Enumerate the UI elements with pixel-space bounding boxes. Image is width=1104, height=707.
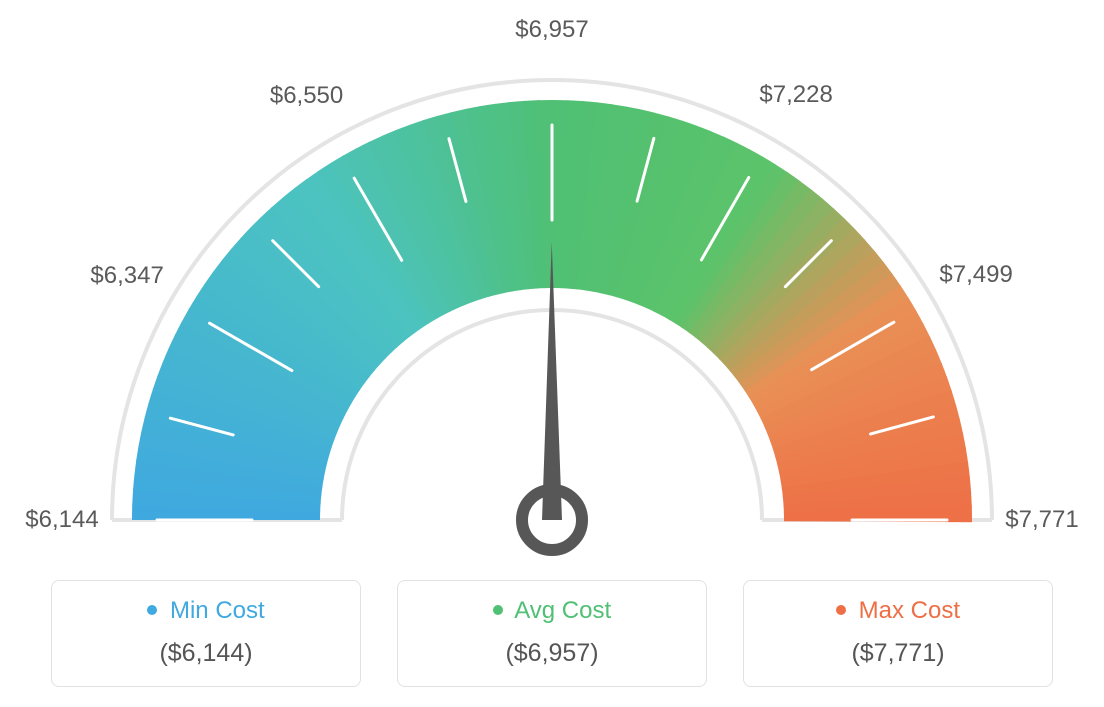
gauge-svg [20, 20, 1084, 570]
gauge-tick-label: $6,957 [515, 16, 588, 44]
legend-title-text-max: Max Cost [859, 597, 960, 624]
legend-row: Min Cost ($6,144) Avg Cost ($6,957) Max … [20, 580, 1084, 687]
legend-card-avg: Avg Cost ($6,957) [397, 580, 707, 687]
legend-value-max: ($7,771) [754, 639, 1042, 668]
legend-title-text-min: Min Cost [170, 597, 265, 624]
gauge-tick-label: $6,347 [90, 262, 163, 290]
legend-title-max: Max Cost [754, 597, 1042, 625]
gauge-tick-label: $7,771 [1005, 506, 1078, 534]
legend-dot-avg [493, 605, 503, 615]
gauge-tick-label: $6,144 [25, 506, 98, 534]
legend-dot-max [836, 605, 846, 615]
legend-dot-min [147, 605, 157, 615]
legend-card-max: Max Cost ($7,771) [743, 580, 1053, 687]
legend-title-min: Min Cost [62, 597, 350, 625]
legend-title-avg: Avg Cost [408, 597, 696, 625]
gauge-chart-container: $6,144$6,347$6,550$6,957$7,228$7,499$7,7… [20, 20, 1084, 570]
gauge-tick-label: $7,228 [759, 81, 832, 109]
legend-value-avg: ($6,957) [408, 639, 696, 668]
gauge-tick-label: $7,499 [939, 261, 1012, 289]
legend-value-min: ($6,144) [62, 639, 350, 668]
legend-card-min: Min Cost ($6,144) [51, 580, 361, 687]
legend-title-text-avg: Avg Cost [514, 597, 611, 624]
gauge-tick-label: $6,550 [270, 82, 343, 110]
